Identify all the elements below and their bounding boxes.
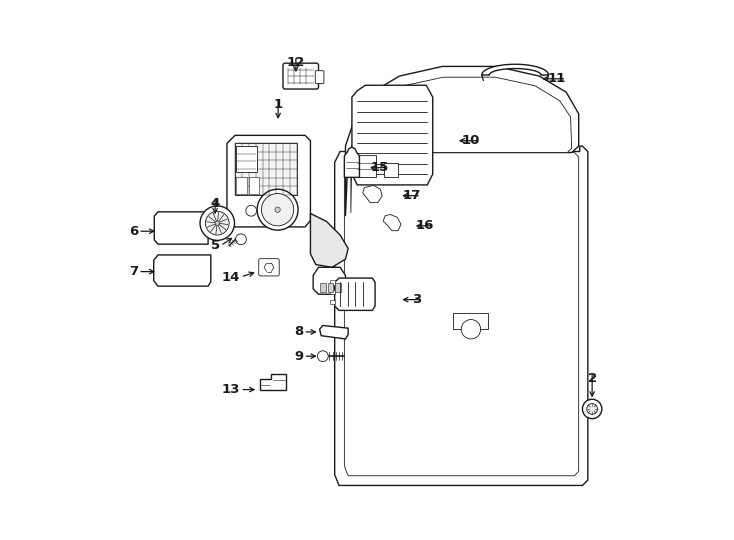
FancyBboxPatch shape xyxy=(259,259,279,276)
Text: 10: 10 xyxy=(462,134,480,147)
Circle shape xyxy=(586,403,597,414)
Bar xyxy=(330,300,335,304)
Text: 6: 6 xyxy=(129,225,138,238)
Text: 2: 2 xyxy=(588,373,597,386)
Text: 9: 9 xyxy=(294,350,303,363)
Polygon shape xyxy=(351,77,572,213)
Bar xyxy=(357,156,376,177)
Circle shape xyxy=(236,234,247,245)
Polygon shape xyxy=(363,185,382,202)
Polygon shape xyxy=(383,214,401,231)
Polygon shape xyxy=(319,326,348,339)
Circle shape xyxy=(206,211,229,235)
Circle shape xyxy=(461,320,481,339)
Circle shape xyxy=(215,221,219,225)
FancyBboxPatch shape xyxy=(283,63,319,89)
Text: 7: 7 xyxy=(129,265,138,278)
Bar xyxy=(320,284,325,292)
Circle shape xyxy=(317,351,328,362)
Circle shape xyxy=(261,193,294,226)
Polygon shape xyxy=(154,212,208,244)
Polygon shape xyxy=(352,85,433,185)
Bar xyxy=(236,146,257,172)
Polygon shape xyxy=(344,147,360,177)
Bar xyxy=(235,144,297,194)
Bar xyxy=(327,284,333,292)
Bar xyxy=(249,177,259,193)
Circle shape xyxy=(257,189,298,230)
Text: 1: 1 xyxy=(274,98,283,111)
Text: 15: 15 xyxy=(370,161,388,174)
Bar xyxy=(335,284,341,292)
Polygon shape xyxy=(261,374,286,390)
Circle shape xyxy=(275,207,280,212)
Bar xyxy=(236,177,247,193)
Circle shape xyxy=(583,399,602,418)
Text: 14: 14 xyxy=(222,271,241,284)
Polygon shape xyxy=(310,213,348,267)
Text: 11: 11 xyxy=(548,72,567,85)
Polygon shape xyxy=(153,255,211,286)
Text: 13: 13 xyxy=(222,383,241,396)
Polygon shape xyxy=(227,136,310,227)
Text: 3: 3 xyxy=(412,293,421,306)
Text: 12: 12 xyxy=(287,56,305,69)
Polygon shape xyxy=(335,278,375,310)
Text: 16: 16 xyxy=(416,219,435,232)
Text: 8: 8 xyxy=(294,326,303,339)
Bar xyxy=(384,164,398,177)
Text: 4: 4 xyxy=(211,197,219,210)
Text: 5: 5 xyxy=(211,239,220,252)
Bar xyxy=(330,290,335,294)
Polygon shape xyxy=(344,153,578,476)
Bar xyxy=(453,313,488,329)
Bar xyxy=(330,280,335,285)
Polygon shape xyxy=(335,146,588,485)
Polygon shape xyxy=(482,64,548,75)
Circle shape xyxy=(200,206,234,240)
Circle shape xyxy=(246,205,257,216)
Polygon shape xyxy=(313,267,346,294)
FancyBboxPatch shape xyxy=(316,71,324,84)
Text: 17: 17 xyxy=(403,189,421,202)
Polygon shape xyxy=(346,66,578,216)
